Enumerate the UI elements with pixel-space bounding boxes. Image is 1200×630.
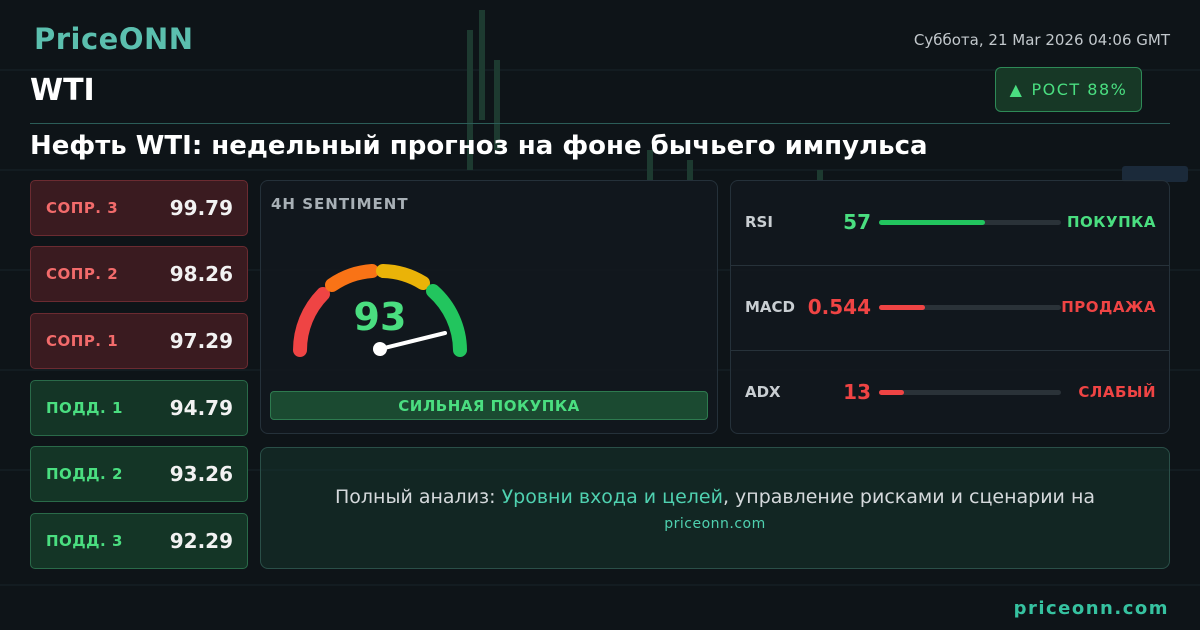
level-value: 97.29 bbox=[169, 329, 233, 353]
indicator-track bbox=[879, 305, 1061, 310]
level-row: ПОДД. 3 92.29 bbox=[30, 513, 248, 569]
level-label: ПОДД. 3 bbox=[46, 532, 123, 550]
indicator-signal: ПРОДАЖА bbox=[1061, 298, 1156, 316]
level-row: СОПР. 2 98.26 bbox=[30, 246, 248, 302]
gauge-value: 93 bbox=[354, 295, 407, 339]
level-row: СОПР. 3 99.79 bbox=[30, 180, 248, 236]
level-label: СОПР. 2 bbox=[46, 265, 119, 283]
footer-box: Полный анализ: Уровни входа и целей, упр… bbox=[260, 447, 1170, 569]
indicator-fill bbox=[879, 220, 985, 225]
indicator-name: MACD bbox=[745, 298, 795, 316]
date: Суббота, 21 Mar 2026 04:06 GMT bbox=[913, 31, 1170, 49]
indicator-value: 57 bbox=[843, 210, 871, 234]
level-label: ПОДД. 1 bbox=[46, 399, 123, 417]
row-separator bbox=[731, 350, 1169, 351]
indicator-name: RSI bbox=[745, 213, 773, 231]
needle bbox=[378, 331, 447, 351]
footer-rest: , управление рисками и сценарии на bbox=[722, 486, 1096, 508]
indicator-track bbox=[879, 220, 1061, 225]
indicator-row: MACD 0.544 ПРОДАЖА bbox=[731, 265, 1169, 350]
footer-site[interactable]: priceonn.com bbox=[664, 516, 766, 532]
divider bbox=[30, 123, 1170, 124]
level-label: СОПР. 3 bbox=[46, 199, 119, 217]
gauge-red bbox=[293, 287, 330, 357]
indicator-signal: ПОКУПКА bbox=[1066, 213, 1156, 231]
row-separator bbox=[731, 265, 1169, 266]
footer-text: Полный анализ: Уровни входа и целей, упр… bbox=[261, 486, 1169, 508]
logo: PriceONN bbox=[34, 22, 194, 56]
symbol: WTI bbox=[30, 73, 95, 108]
level-value: 93.26 bbox=[169, 462, 233, 486]
gauge-yellow bbox=[376, 264, 430, 290]
brand-url[interactable]: priceonn.com bbox=[1013, 598, 1169, 619]
level-value: 99.79 bbox=[169, 196, 233, 220]
verdict: СИЛЬНАЯ ПОКУПКА bbox=[270, 391, 708, 420]
indicator-row: ADX 13 СЛАБЫЙ bbox=[731, 350, 1169, 435]
indicator-value: 0.544 bbox=[807, 295, 871, 319]
needle-hub bbox=[373, 342, 387, 356]
level-row: СОПР. 1 97.29 bbox=[30, 313, 248, 369]
sentiment-title: 4H SENTIMENT bbox=[271, 195, 409, 213]
up-arrow: ▲ bbox=[1009, 80, 1024, 99]
gauge-green bbox=[426, 284, 467, 357]
badge-text: РОСТ 88% bbox=[1031, 80, 1128, 99]
gauge-orange bbox=[325, 264, 379, 292]
indicator-value: 13 bbox=[843, 380, 871, 404]
headline: Нефть WTI: недельный прогноз на фоне быч… bbox=[30, 131, 928, 161]
indicator-signal: СЛАБЫЙ bbox=[1078, 383, 1156, 401]
level-label: ПОДД. 2 bbox=[46, 465, 123, 483]
indicator-fill bbox=[879, 390, 905, 395]
footer-link[interactable]: Уровни входа и целей bbox=[501, 486, 723, 508]
level-row: ПОДД. 1 94.79 bbox=[30, 380, 248, 436]
indicator-row: RSI 57 ПОКУПКА bbox=[731, 180, 1169, 265]
level-value: 92.29 bbox=[169, 529, 233, 553]
level-value: 94.79 bbox=[169, 396, 233, 420]
level-label: СОПР. 1 bbox=[46, 332, 119, 350]
level-row: ПОДД. 2 93.26 bbox=[30, 446, 248, 502]
gauge: 93 bbox=[293, 264, 467, 357]
footer-lead: Полный анализ: bbox=[334, 486, 496, 508]
indicator-track bbox=[879, 390, 1061, 395]
level-value: 98.26 bbox=[169, 262, 233, 286]
indicator-name: ADX bbox=[745, 383, 781, 401]
indicator-fill bbox=[879, 305, 925, 310]
trend-badge: ▲ РОСТ 88% bbox=[995, 67, 1142, 112]
